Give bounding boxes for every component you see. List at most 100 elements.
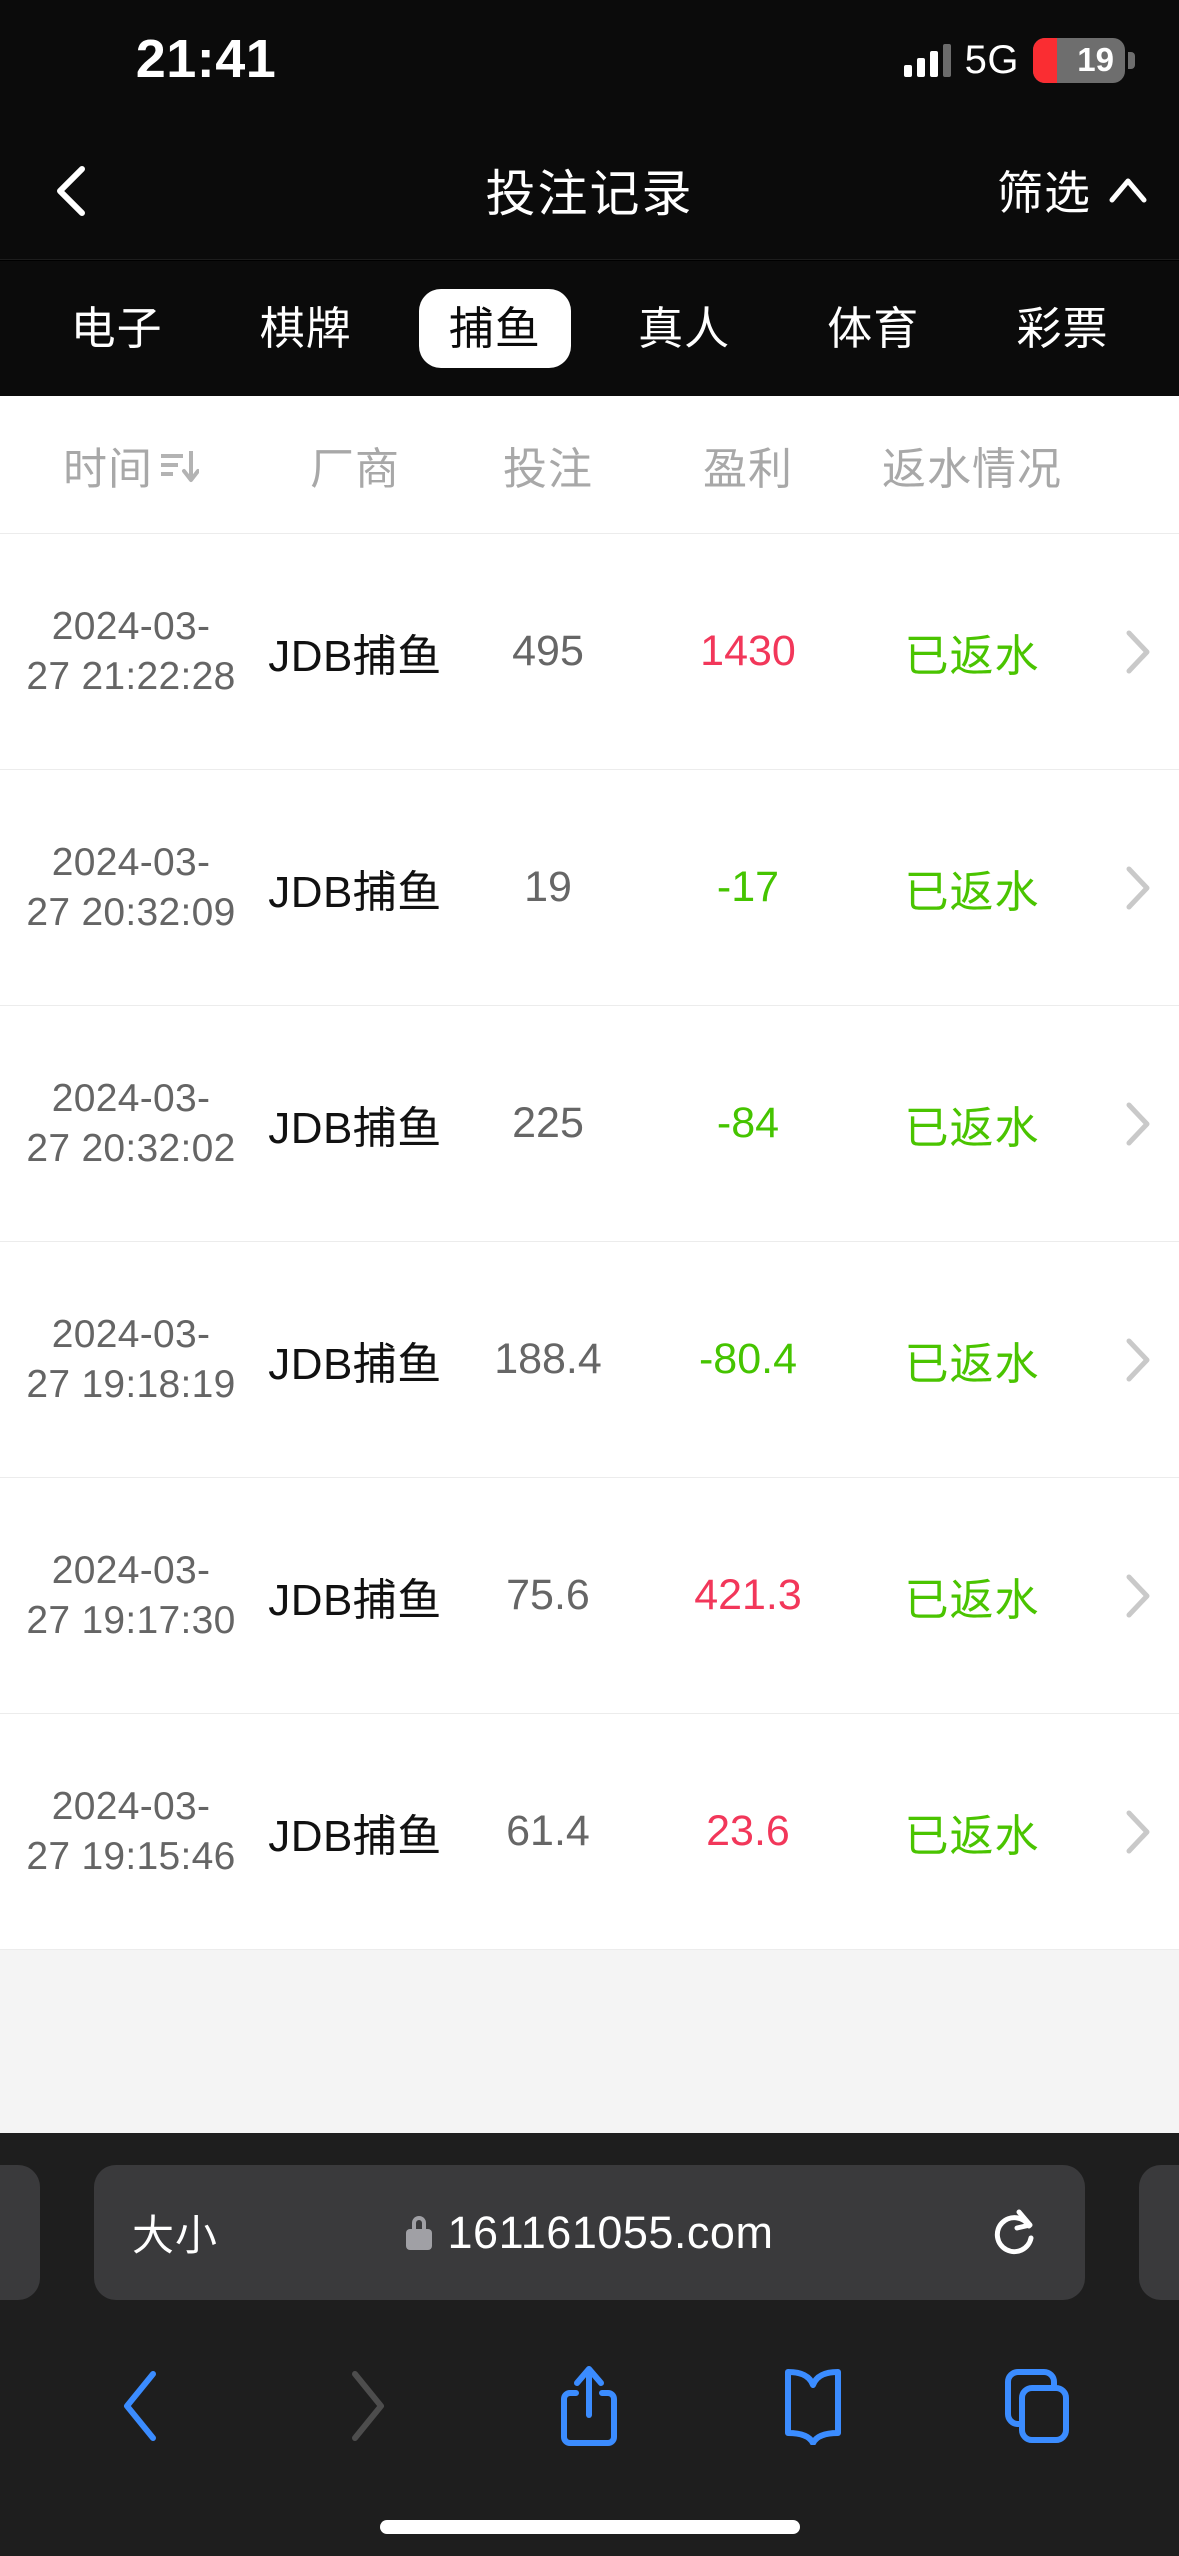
record-bet: 61.4 (506, 1807, 590, 1855)
back-button[interactable] (28, 148, 114, 234)
record-profit: -84 (716, 1099, 780, 1147)
record-datetime: 2024-03- 27 19:15:46 (26, 1784, 236, 1878)
column-header-profit: 盈利 (648, 433, 848, 497)
back-chevron-icon[interactable] (87, 2351, 197, 2461)
app-header: 投注记录 筛选 (0, 120, 1179, 260)
cell-rebate: 已返水 (848, 1092, 1096, 1156)
page-title: 投注记录 (485, 166, 694, 222)
reload-button[interactable] (989, 2206, 1039, 2260)
cell-rebate: 已返水 (848, 856, 1096, 920)
column-header-vendor: 厂商 (262, 433, 448, 497)
cell-rebate: 已返水 (848, 1328, 1096, 1392)
filter-button[interactable]: 筛选 (997, 120, 1149, 260)
record-bet: 495 (512, 627, 584, 675)
cell-time: 2024-03- 27 20:32:09 (0, 838, 262, 938)
cell-rebate: 已返水 (848, 620, 1096, 684)
record-rebate-status: 已返水 (904, 1103, 1040, 1153)
tab-label: 彩票 (1016, 303, 1109, 354)
chevron-right-icon[interactable] (1096, 1336, 1179, 1384)
address-bar[interactable]: 大小 161161055.com (94, 2165, 1085, 2300)
adjacent-tab-right[interactable] (1139, 2165, 1179, 2300)
cell-rebate: 已返水 (848, 1564, 1096, 1628)
record-profit: 1430 (700, 627, 796, 675)
record-profit: 421.3 (694, 1571, 802, 1619)
cell-vendor: JDB捕鱼 (262, 1800, 448, 1864)
table-row[interactable]: 2024-03- 27 19:17:30 JDB捕鱼 75.6 421.3 已返水 (0, 1478, 1179, 1714)
cell-profit: 23.6 (648, 1807, 848, 1856)
text-size-button[interactable]: 大小 (132, 2212, 219, 2259)
table-header-row: 时间 厂商 投注 盈利 返水情况 (0, 396, 1179, 534)
browser-chrome: 大小 161161055.com (0, 2133, 1179, 2556)
table-row[interactable]: 2024-03- 27 19:15:46 JDB捕鱼 61.4 23.6 已返水 (0, 1714, 1179, 1950)
table-row[interactable]: 2024-03- 27 20:32:09 JDB捕鱼 19 -17 已返水 (0, 770, 1179, 1006)
network-type-label: 5G (964, 37, 1019, 82)
cell-profit: 1430 (648, 627, 848, 676)
record-datetime: 2024-03- 27 19:17:30 (26, 1548, 236, 1642)
tab-tiyu[interactable]: 体育 (779, 286, 968, 372)
cell-vendor: JDB捕鱼 (262, 1564, 448, 1628)
cell-time: 2024-03- 27 19:15:46 (0, 1782, 262, 1882)
tab-dianzi[interactable]: 电子 (22, 286, 211, 372)
column-header-bet: 投注 (448, 433, 648, 497)
sort-descending-icon (161, 450, 199, 482)
chevron-right-icon[interactable] (1096, 1808, 1179, 1856)
bookmarks-icon[interactable] (758, 2351, 868, 2461)
signal-bars-icon (903, 43, 951, 77)
status-indicators: 5G 19 (903, 34, 1135, 86)
cell-time: 2024-03- 27 19:18:19 (0, 1310, 262, 1410)
tab-zhenren[interactable]: 真人 (590, 286, 779, 372)
tab-qipai[interactable]: 棋牌 (211, 286, 400, 372)
home-indicator (379, 2520, 800, 2534)
record-bet: 75.6 (506, 1571, 590, 1619)
record-rebate-status: 已返水 (904, 1811, 1040, 1861)
category-tabs: 电子 棋牌 捕鱼 真人 体育 彩票 (0, 261, 1179, 396)
status-bar: 21:41 5G 19 (0, 0, 1179, 120)
cell-bet: 61.4 (448, 1807, 648, 1856)
lock-icon (405, 2215, 432, 2250)
table-row[interactable]: 2024-03- 27 19:18:19 JDB捕鱼 188.4 -80.4 已返水 (0, 1242, 1179, 1478)
cell-vendor: JDB捕鱼 (262, 1328, 448, 1392)
adjacent-tab-left[interactable] (0, 2165, 40, 2300)
tab-label: 捕鱼 (448, 303, 541, 354)
filter-label: 筛选 (997, 167, 1091, 219)
cell-time: 2024-03- 27 20:32:02 (0, 1074, 262, 1174)
record-bet: 188.4 (494, 1335, 602, 1383)
cell-vendor: JDB捕鱼 (262, 856, 448, 920)
record-datetime: 2024-03- 27 20:32:02 (26, 1076, 236, 1170)
tab-label: 真人 (638, 303, 731, 354)
record-rebate-status: 已返水 (904, 1339, 1040, 1389)
record-rebate-status: 已返水 (904, 867, 1040, 917)
chevron-right-icon[interactable] (1096, 1572, 1179, 1620)
record-vendor: JDB捕鱼 (268, 1339, 442, 1389)
tab-caipiao[interactable]: 彩票 (968, 286, 1157, 372)
cell-bet: 19 (448, 863, 648, 912)
cell-vendor: JDB捕鱼 (262, 620, 448, 684)
column-header-rebate: 返水情况 (848, 433, 1096, 497)
battery-icon: 19 (1033, 37, 1125, 83)
cell-bet: 225 (448, 1099, 648, 1148)
cell-vendor: JDB捕鱼 (262, 1092, 448, 1156)
record-vendor: JDB捕鱼 (268, 1103, 442, 1153)
record-profit: -80.4 (698, 1335, 797, 1383)
chevron-right-icon[interactable] (1096, 864, 1179, 912)
chevron-right-icon[interactable] (1096, 628, 1179, 676)
record-rebate-status: 已返水 (904, 631, 1040, 681)
column-label: 时间 (63, 444, 153, 494)
tab-label: 棋牌 (259, 303, 352, 354)
table-row[interactable]: 2024-03- 27 21:22:28 JDB捕鱼 495 1430 已返水 (0, 534, 1179, 770)
tabs-icon[interactable] (982, 2351, 1092, 2461)
share-icon[interactable] (534, 2351, 644, 2461)
records-sheet: 时间 厂商 投注 盈利 返水情况 2024-03- 27 21:22:28 JDB捕… (0, 396, 1179, 2133)
cell-time: 2024-03- 27 21:22:28 (0, 602, 262, 702)
cell-rebate: 已返水 (848, 1800, 1096, 1864)
record-bet: 225 (512, 1099, 584, 1147)
record-profit: -17 (716, 863, 780, 911)
column-header-time[interactable]: 时间 (0, 433, 262, 497)
forward-chevron-icon (311, 2351, 421, 2461)
table-row[interactable]: 2024-03- 27 20:32:02 JDB捕鱼 225 -84 已返水 (0, 1006, 1179, 1242)
cell-profit: 421.3 (648, 1571, 848, 1620)
tab-buyu[interactable]: 捕鱼 (400, 286, 589, 372)
chevron-right-icon[interactable] (1096, 1100, 1179, 1148)
record-vendor: JDB捕鱼 (268, 1575, 442, 1625)
